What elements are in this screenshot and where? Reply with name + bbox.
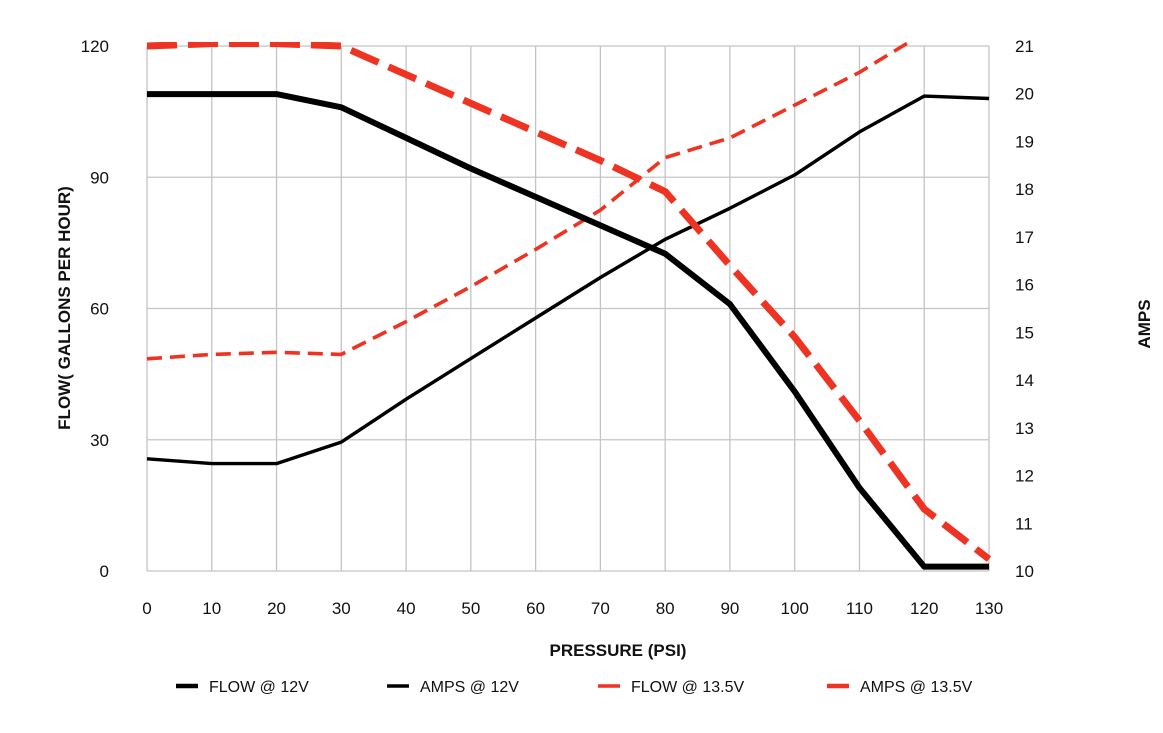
x-tick-label: 70	[591, 599, 610, 618]
legend-label: FLOW @ 13.5V	[631, 679, 744, 696]
x-axis-title: PRESSURE (PSI)	[550, 641, 687, 660]
y2-tick-label: 14	[1015, 371, 1034, 390]
y-tick-label: 30	[90, 431, 109, 450]
y2-tick-label: 21	[1015, 37, 1034, 56]
y2-tick-label: 16	[1015, 276, 1034, 295]
x-tick-label: 130	[975, 599, 1003, 618]
series-line-flow-12v	[147, 91, 989, 570]
series-lines	[146, 42, 992, 570]
y2-tick-label: 19	[1015, 132, 1034, 151]
y2-axis-title: AMPS	[1135, 299, 1154, 348]
x-tick-label: 20	[267, 599, 286, 618]
x-tick-label: 90	[720, 599, 739, 618]
y-tick-label: 0	[100, 562, 109, 581]
y-tick-label: 90	[90, 168, 109, 187]
axis-ticks: 0 10 20 30 40 50 60 70 80 90 100 110 120 130 0 30 60 90 12…	[81, 37, 1034, 618]
x-tick-label: 10	[202, 599, 221, 618]
x-tick-label: 50	[461, 599, 480, 618]
x-tick-label: 30	[332, 599, 351, 618]
y2-tick-label: 18	[1015, 180, 1034, 199]
y2-tick-label: 20	[1015, 85, 1034, 104]
y-tick-label: 60	[90, 300, 109, 319]
series-line-amps-13-5v	[146, 42, 992, 562]
y2-tick-label: 10	[1015, 562, 1034, 581]
y-tick-label: 120	[81, 37, 109, 56]
legend-label: AMPS @ 12V	[420, 679, 519, 696]
x-tick-label: 80	[656, 599, 675, 618]
x-tick-label: 110	[846, 599, 873, 618]
y2-tick-label: 12	[1015, 467, 1034, 486]
legend: FLOW @ 12V AMPS @ 12V FLOW @ 13.5V AMPS @ 1…	[176, 679, 973, 696]
x-tick-label: 60	[526, 599, 545, 618]
legend-label: AMPS @ 13.5V	[860, 679, 973, 696]
x-tick-label: 40	[397, 599, 416, 618]
series-line-amps-12v	[146, 94, 990, 466]
legend-label: FLOW @ 12V	[209, 679, 309, 696]
y2-tick-label: 11	[1015, 514, 1033, 533]
x-tick-label: 0	[142, 599, 151, 618]
y-axis-title: FLOW( GALLONS PER HOUR)	[55, 186, 74, 430]
y2-tick-label: 13	[1015, 419, 1034, 438]
series-line-flow-13-5v	[146, 42, 913, 361]
x-tick-label: 100	[781, 599, 809, 618]
x-tick-label: 120	[910, 599, 938, 618]
y2-tick-label: 15	[1015, 323, 1034, 342]
y2-tick-label: 17	[1015, 228, 1034, 247]
